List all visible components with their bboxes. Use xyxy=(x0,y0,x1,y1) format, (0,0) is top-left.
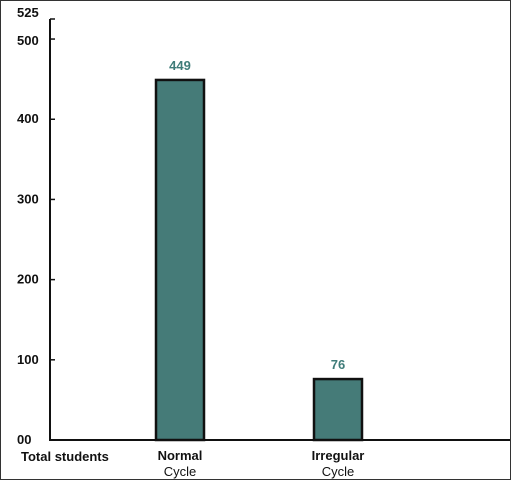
y-tick-label: 100 xyxy=(17,352,39,367)
bar xyxy=(312,377,364,442)
row-label: Total students xyxy=(21,449,109,464)
category-label: Irregular xyxy=(312,448,365,463)
bars xyxy=(154,78,364,442)
y-axis-ticks: 00 100 200 300 400 500 525 xyxy=(17,5,55,447)
bar-value-label: 76 xyxy=(331,357,345,372)
bar-value-label: 449 xyxy=(169,58,191,73)
category-sublabel: Cycle xyxy=(322,464,355,479)
category-label: Normal xyxy=(158,448,203,463)
data-labels: 449 76 xyxy=(169,58,345,372)
y-tick-label: 200 xyxy=(17,272,39,287)
y-tick-label: 300 xyxy=(17,191,39,206)
category-sublabel: Cycle xyxy=(164,464,197,479)
bar xyxy=(154,78,206,442)
y-tick-label: 500 xyxy=(17,33,39,48)
y-tick-label: 00 xyxy=(17,432,31,447)
y-tick-label: 400 xyxy=(17,111,39,126)
y-tick-label: 525 xyxy=(17,5,39,20)
axes xyxy=(49,19,510,441)
